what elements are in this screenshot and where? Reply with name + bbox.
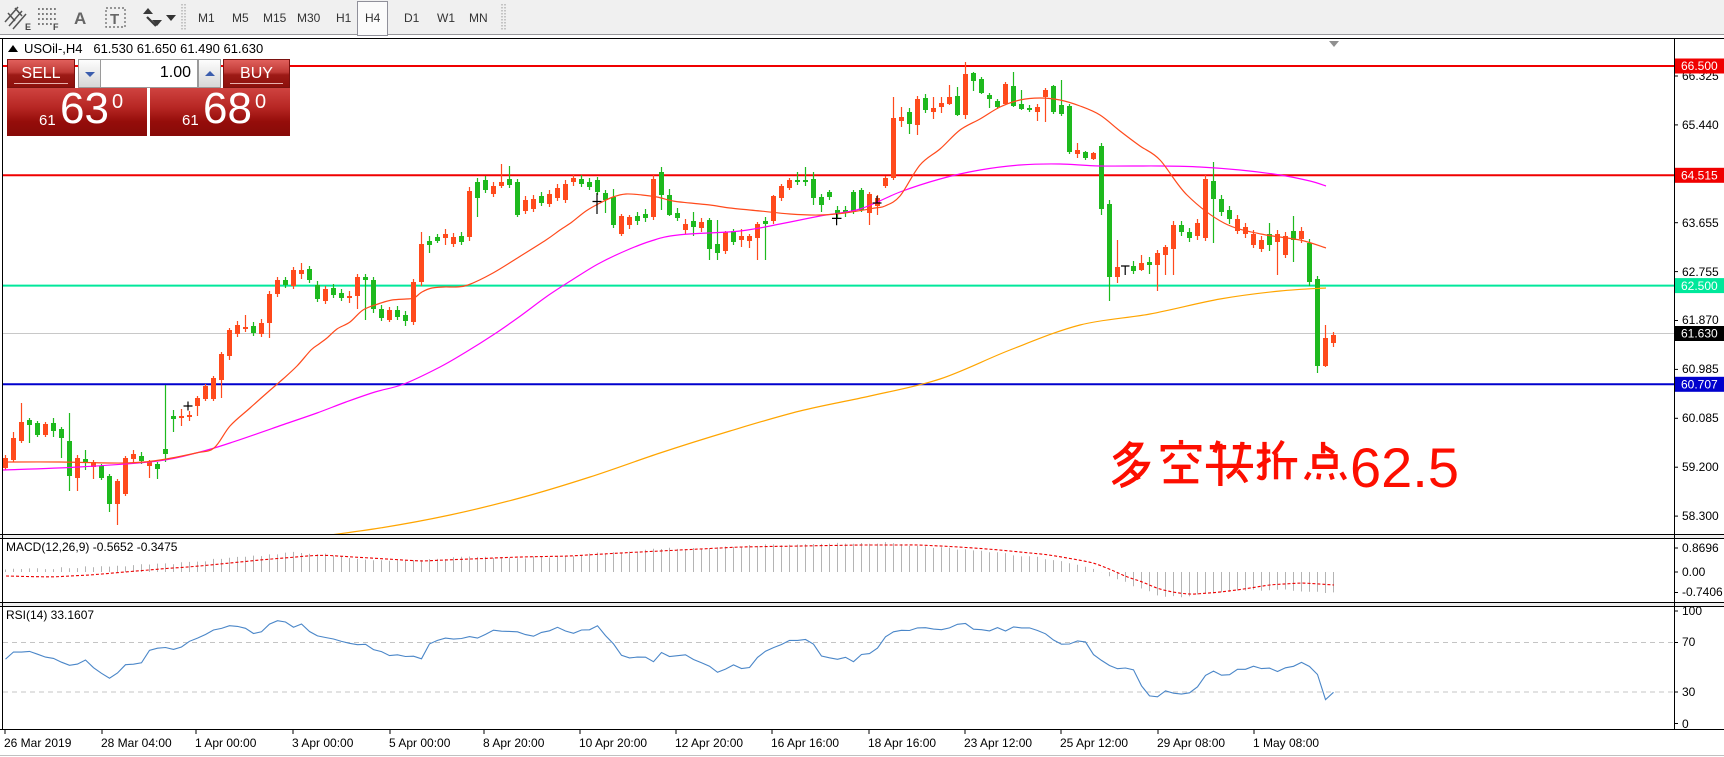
svg-text:0.8696: 0.8696 [1682, 541, 1719, 555]
svg-text:MACD(12,26,9) -0.5652 -0.3475: MACD(12,26,9) -0.5652 -0.3475 [6, 540, 178, 554]
svg-text:60.985: 60.985 [1682, 362, 1719, 376]
svg-text:3 Apr 00:00: 3 Apr 00:00 [292, 736, 354, 750]
svg-text:61.630: 61.630 [1681, 327, 1718, 341]
svg-text:63.655: 63.655 [1682, 216, 1719, 230]
svg-text:RSI(14) 33.1607: RSI(14) 33.1607 [6, 608, 94, 622]
svg-text:28 Mar 04:00: 28 Mar 04:00 [101, 736, 172, 750]
svg-text:1 May 08:00: 1 May 08:00 [1253, 736, 1319, 750]
svg-text:-0.7406: -0.7406 [1682, 585, 1723, 599]
svg-text:0: 0 [1682, 717, 1689, 731]
svg-text:25 Apr 12:00: 25 Apr 12:00 [1060, 736, 1128, 750]
svg-text:64.515: 64.515 [1681, 169, 1718, 183]
svg-text:62.5: 62.5 [1350, 436, 1459, 499]
svg-text:58.300: 58.300 [1682, 509, 1719, 523]
svg-text:60.707: 60.707 [1681, 378, 1718, 392]
svg-text:29 Apr 08:00: 29 Apr 08:00 [1157, 736, 1225, 750]
svg-text:66.500: 66.500 [1681, 59, 1718, 73]
svg-text:23 Apr 12:00: 23 Apr 12:00 [964, 736, 1032, 750]
svg-text:A: A [74, 9, 86, 28]
svg-text:62.500: 62.500 [1681, 279, 1718, 293]
svg-text:61.870: 61.870 [1682, 313, 1719, 327]
svg-text:18 Apr 16:00: 18 Apr 16:00 [868, 736, 936, 750]
svg-text:8 Apr 20:00: 8 Apr 20:00 [483, 736, 545, 750]
svg-text:E: E [25, 22, 31, 32]
svg-text:62.755: 62.755 [1682, 265, 1719, 279]
svg-text:65.440: 65.440 [1682, 118, 1719, 132]
svg-text:12 Apr 20:00: 12 Apr 20:00 [675, 736, 743, 750]
svg-text:16 Apr 16:00: 16 Apr 16:00 [771, 736, 839, 750]
svg-text:100: 100 [1682, 604, 1702, 618]
svg-text:26 Mar 2019: 26 Mar 2019 [4, 736, 72, 750]
svg-text:1 Apr 00:00: 1 Apr 00:00 [195, 736, 257, 750]
svg-text:70: 70 [1682, 635, 1696, 649]
svg-text:USOil-,H4 61.530 61.650 61.4: USOil-,H4 61.530 61.650 61.490 61.630 [24, 41, 263, 56]
svg-text:30: 30 [1682, 685, 1696, 699]
svg-text:T: T [110, 11, 119, 28]
svg-text:60.085: 60.085 [1682, 411, 1719, 425]
svg-text:F: F [53, 22, 59, 32]
svg-text:10 Apr 20:00: 10 Apr 20:00 [579, 736, 647, 750]
svg-text:5 Apr 00:00: 5 Apr 00:00 [389, 736, 451, 750]
svg-text:59.200: 59.200 [1682, 460, 1719, 474]
svg-text:0.00: 0.00 [1682, 565, 1706, 579]
